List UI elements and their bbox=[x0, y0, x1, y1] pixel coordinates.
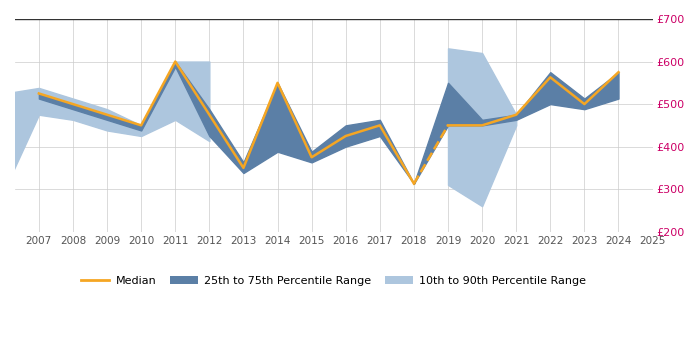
Legend: Median, 25th to 75th Percentile Range, 10th to 90th Percentile Range: Median, 25th to 75th Percentile Range, 1… bbox=[77, 271, 591, 290]
